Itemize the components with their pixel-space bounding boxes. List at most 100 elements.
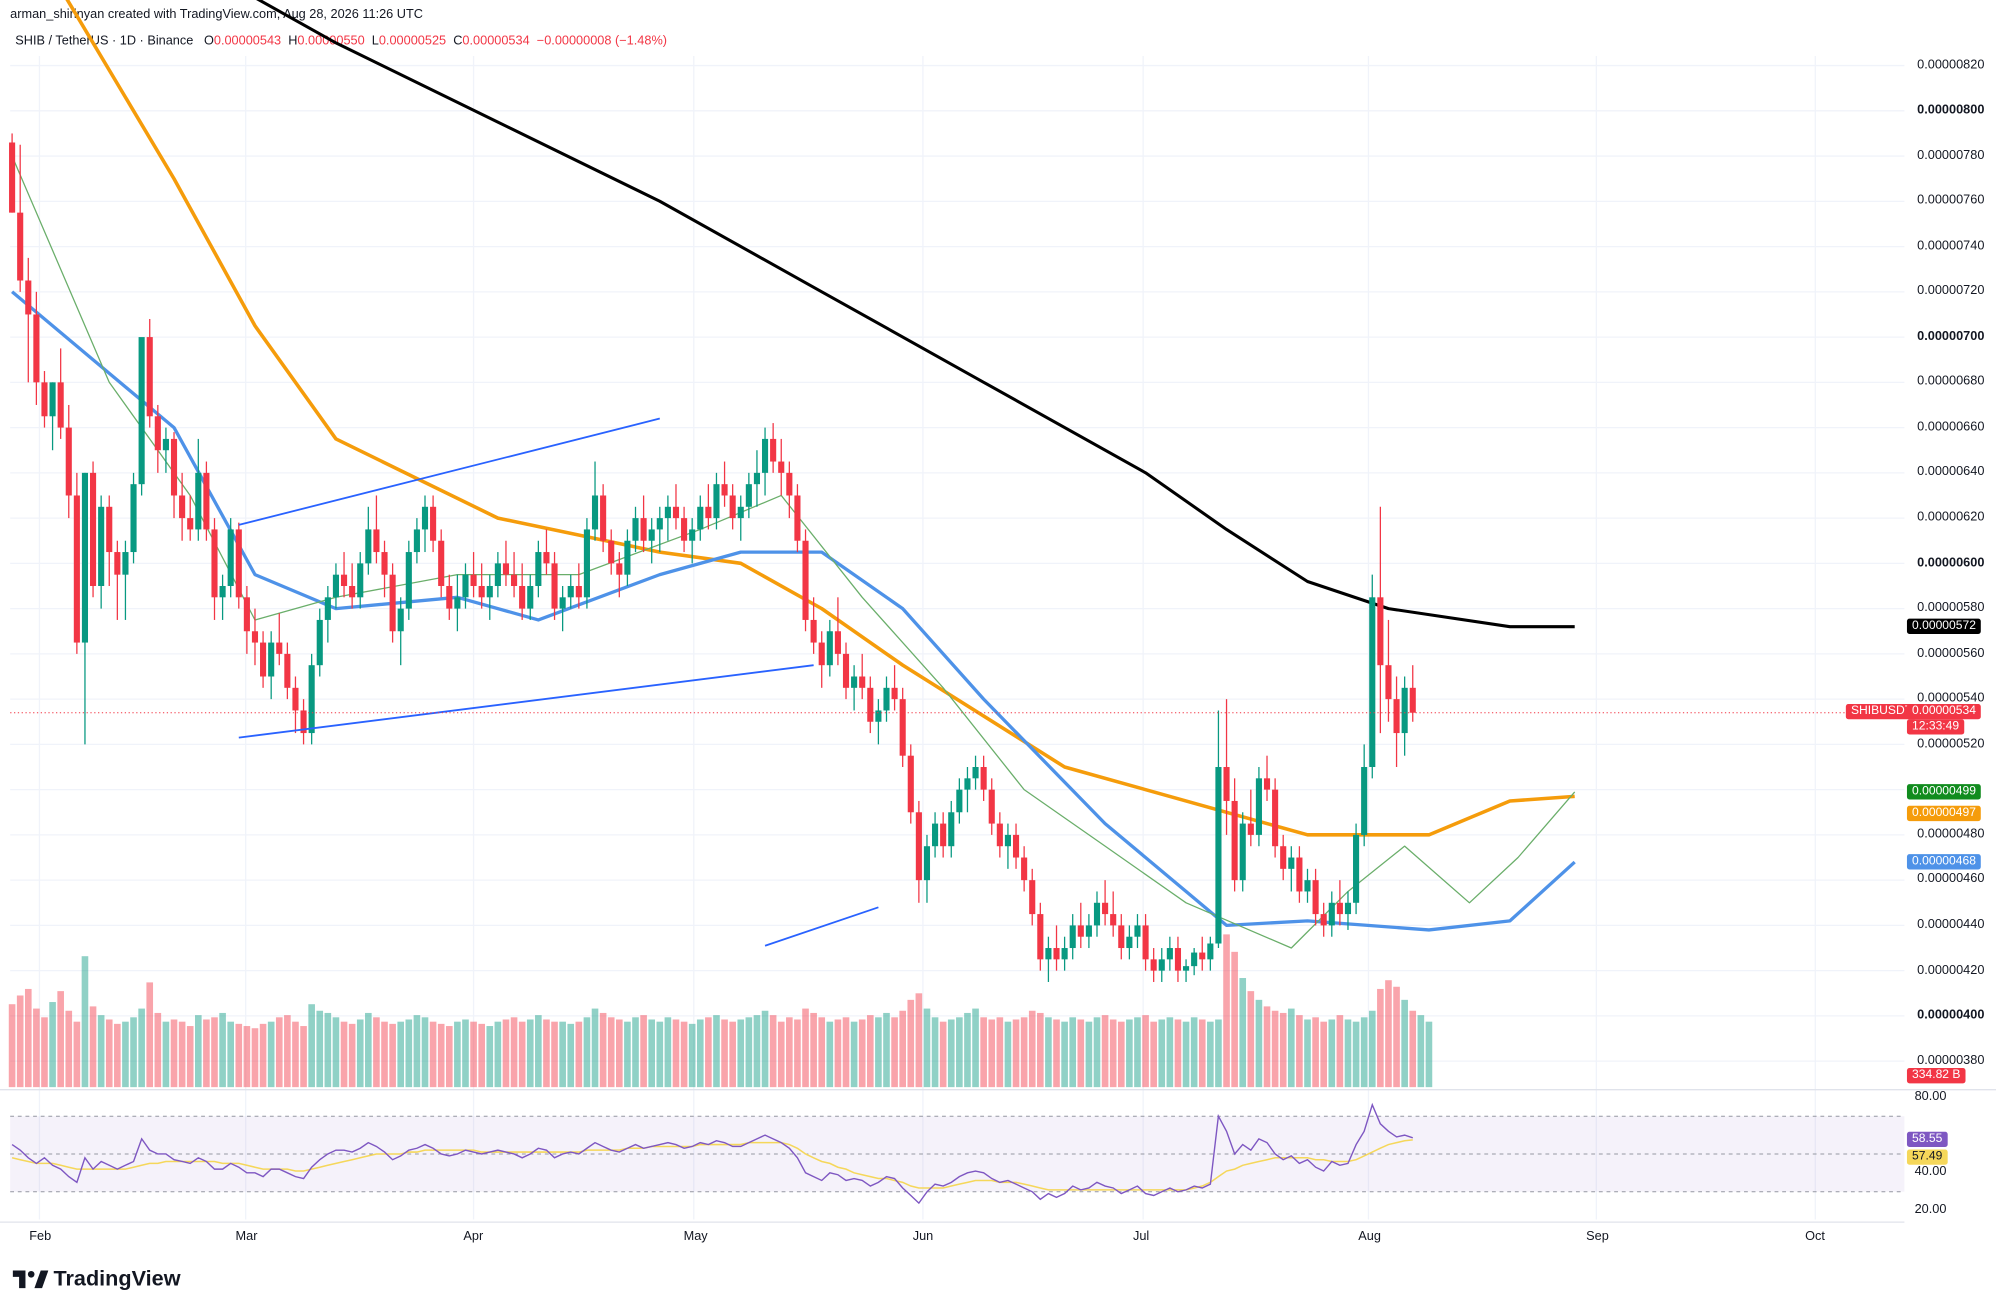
candle[interactable] — [1069, 914, 1076, 960]
candle[interactable] — [211, 518, 218, 620]
candle[interactable] — [511, 552, 518, 598]
candle[interactable] — [41, 371, 48, 428]
candle[interactable] — [1061, 936, 1068, 971]
candle[interactable] — [1288, 846, 1295, 892]
candle[interactable] — [81, 472, 89, 745]
candle[interactable] — [486, 574, 493, 620]
candle[interactable] — [1377, 506, 1384, 734]
candle[interactable] — [1053, 925, 1060, 971]
candle[interactable] — [737, 495, 744, 541]
candle[interactable] — [761, 427, 769, 496]
candle[interactable] — [1021, 846, 1028, 892]
candle[interactable] — [1150, 948, 1157, 982]
candle[interactable] — [413, 518, 420, 564]
candle[interactable] — [770, 423, 777, 473]
candle[interactable] — [292, 676, 299, 734]
candle[interactable] — [972, 755, 979, 790]
candle[interactable] — [268, 631, 275, 700]
candle[interactable] — [1158, 948, 1165, 982]
candle[interactable] — [462, 563, 469, 609]
candle[interactable] — [899, 687, 906, 768]
candle[interactable] — [357, 552, 364, 609]
candle[interactable] — [1239, 812, 1246, 892]
candle[interactable] — [786, 461, 793, 519]
candle[interactable] — [1280, 834, 1287, 881]
candle[interactable] — [1312, 868, 1319, 926]
candle[interactable] — [1142, 914, 1149, 971]
trendline[interactable] — [238, 417, 661, 526]
candle[interactable] — [923, 834, 931, 903]
candle[interactable] — [1223, 699, 1230, 835]
candle[interactable] — [616, 552, 623, 598]
candle[interactable] — [1336, 880, 1343, 926]
candle[interactable] — [1393, 676, 1400, 768]
candle[interactable] — [600, 484, 607, 553]
candle[interactable] — [543, 529, 550, 575]
candle[interactable] — [130, 472, 137, 564]
candle[interactable] — [349, 563, 356, 609]
candle[interactable] — [964, 767, 971, 813]
candle[interactable] — [1328, 891, 1335, 937]
candle[interactable] — [608, 529, 615, 575]
candle[interactable] — [1134, 914, 1141, 949]
candle[interactable] — [73, 472, 80, 654]
candle[interactable] — [940, 812, 947, 858]
candle[interactable] — [33, 291, 40, 405]
candle[interactable] — [1207, 936, 1214, 971]
candle[interactable] — [883, 676, 890, 722]
candle[interactable] — [300, 699, 307, 745]
candle[interactable] — [818, 631, 825, 688]
candle[interactable] — [187, 495, 194, 541]
candle[interactable] — [324, 585, 331, 643]
candle[interactable] — [672, 484, 680, 530]
candle[interactable] — [1369, 574, 1376, 779]
candle[interactable] — [365, 506, 372, 575]
candle[interactable] — [1361, 744, 1368, 847]
candle[interactable] — [90, 461, 97, 598]
candle[interactable] — [575, 563, 582, 609]
candle[interactable] — [195, 438, 202, 541]
candle[interactable] — [519, 563, 526, 620]
candle[interactable] — [1182, 959, 1190, 982]
candle[interactable] — [17, 144, 24, 292]
candle[interactable] — [624, 529, 631, 586]
symbol-name[interactable]: SHIB / TetherUS · 1D · Binance — [15, 34, 194, 49]
tradingview-logo[interactable]: TradingView — [12, 1267, 181, 1292]
candle[interactable] — [656, 506, 663, 553]
candle[interactable] — [1215, 710, 1222, 949]
candle[interactable] — [932, 812, 939, 858]
candle[interactable] — [454, 574, 461, 632]
trendlines[interactable] — [238, 417, 879, 947]
candle[interactable] — [1093, 891, 1101, 937]
candle[interactable] — [219, 574, 226, 620]
candle[interactable] — [502, 540, 510, 586]
candle[interactable] — [138, 337, 145, 496]
candle[interactable] — [154, 404, 161, 473]
candle[interactable] — [1344, 891, 1352, 930]
candle[interactable] — [842, 642, 850, 700]
candle[interactable] — [65, 404, 72, 519]
candle[interactable] — [1029, 868, 1036, 926]
candle[interactable] — [648, 518, 655, 564]
candle[interactable] — [332, 563, 339, 609]
candle[interactable] — [664, 495, 671, 541]
candle[interactable] — [446, 574, 453, 620]
candle[interactable] — [956, 778, 963, 824]
candle[interactable] — [308, 653, 315, 745]
candle[interactable] — [527, 574, 534, 620]
candle[interactable] — [276, 613, 283, 666]
candle[interactable] — [891, 665, 898, 711]
candle[interactable] — [1102, 880, 1109, 926]
candle[interactable] — [567, 574, 574, 609]
candle[interactable] — [810, 597, 817, 654]
candle[interactable] — [1320, 902, 1327, 937]
candle[interactable] — [1247, 789, 1254, 847]
candle[interactable] — [405, 540, 412, 620]
candle[interactable] — [1272, 778, 1279, 858]
candle[interactable] — [996, 812, 1003, 858]
candle[interactable] — [551, 552, 558, 620]
candle[interactable] — [1174, 936, 1182, 982]
candle[interactable] — [988, 778, 995, 835]
candle[interactable] — [1118, 914, 1125, 960]
